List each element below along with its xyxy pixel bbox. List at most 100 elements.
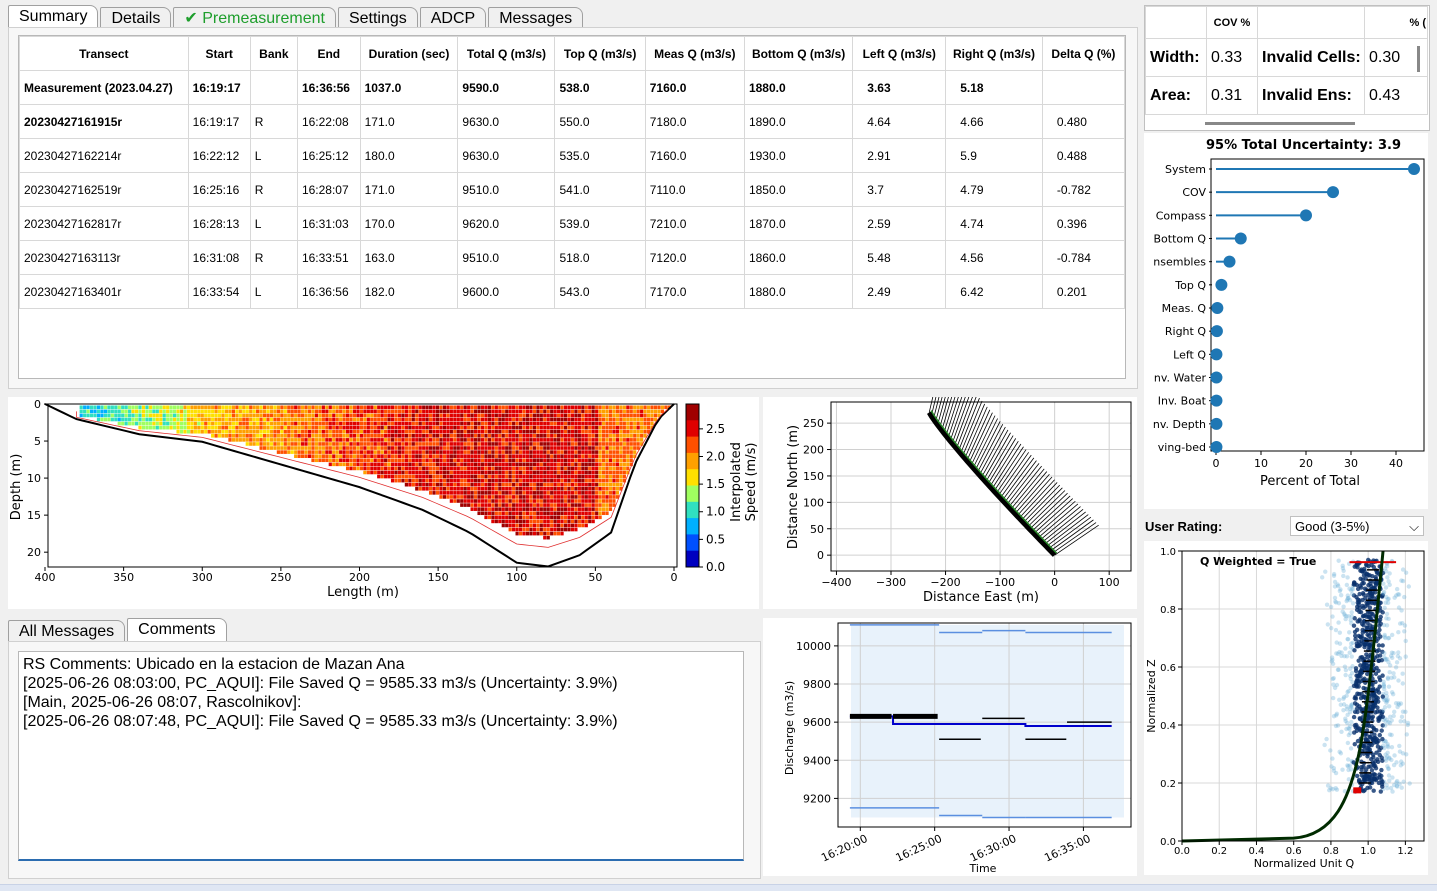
column-header[interactable]: Top Q (m3/s) [554,36,646,71]
speed-cell [470,405,474,410]
speed-cell [89,409,94,414]
column-header[interactable]: Bottom Q (m3/s) [743,36,854,71]
speed-cell [325,454,329,458]
speed-cell [442,409,447,414]
speed-cell [159,405,163,410]
speed-cell [584,515,588,520]
speed-cell [550,409,554,414]
speed-cell [422,438,426,442]
side-lobe-cutoff [76,409,668,548]
scatter-point [1382,655,1387,660]
speed-cell [598,470,602,475]
user-rating-label: User Rating: [1145,519,1223,534]
speed-cell [269,446,274,450]
speed-cell [567,454,571,458]
speed-cell [366,421,370,426]
speed-cell [657,405,661,410]
table-row[interactable]: 20230427162817r 16:28:13 L 16:31:03 170.0 962… [19,206,1125,241]
table-row[interactable]: 20230427161915r 16:19:17 R 16:22:08 171.0 963… [19,104,1125,139]
speed-cell [152,417,156,422]
speed-cell [518,527,523,532]
tab-messages[interactable]: Messages [488,7,584,30]
speed-cell [553,531,557,536]
tab-details[interactable]: Details [100,7,172,30]
speed-cell [605,486,609,491]
speed-cell [491,470,495,475]
tab-all-messages[interactable]: All Messages [8,620,126,643]
y-tick-label: 0.2 [1160,779,1176,790]
scatter-point [1374,649,1380,654]
speed-cell [494,495,498,499]
column-header[interactable]: Left Q (m3/s) [852,36,947,71]
speed-cell [446,450,450,454]
speed-cell [567,491,571,495]
column-header[interactable]: Total Q (m3/s) [457,36,556,71]
speed-cell [480,511,485,516]
speed-cell [467,434,471,438]
scatter-point [1365,654,1370,660]
scatter-point [1333,723,1339,729]
speed-cell [294,409,298,414]
speed-cell [252,434,256,438]
speed-cell [134,413,139,418]
speed-cell [605,450,609,454]
shiptrack-chart: −400 −300 −200 −100 0 100050100150200250Dista… [786,352,1132,605]
speed-cell [553,462,557,467]
speed-cell [342,413,346,418]
velocity-vector [964,406,988,459]
column-header[interactable]: End [296,36,361,71]
table-row[interactable]: 20230427163113r 16:31:08 R 16:33:51 163.0 951… [19,240,1125,275]
user-rating-select[interactable]: Good (3-5%) ⌵ [1290,516,1424,536]
speed-cell [650,413,654,418]
speed-cell [453,442,457,446]
table-row[interactable]: 20230427163401r 16:33:54 L 16:36:56 182.0 960… [19,274,1125,309]
speed-cell [515,527,519,532]
column-header[interactable]: Right Q (m3/s) [945,36,1043,71]
scatter-point [1405,722,1410,728]
speed-cell [560,462,564,467]
user-rating-value: Good (3-5%) [1295,519,1370,534]
scatter-point [1356,680,1362,685]
column-header[interactable]: Delta Q (%) [1041,36,1125,71]
table-row[interactable]: Measurement (2023.04.27) 16:19:17 16:36:56… [19,70,1125,105]
speed-cell [456,438,460,442]
tab-adcp[interactable]: ADCP [419,7,487,30]
speed-cell [384,425,388,430]
speed-cell [646,405,651,410]
column-header[interactable]: Duration (sec) [359,36,459,71]
speed-cell [307,446,312,450]
tab-settings[interactable]: Settings [337,7,418,30]
speed-cell [491,491,495,495]
speed-cell [581,429,585,434]
vertical-scrollbar[interactable] [1417,46,1420,72]
speed-cell [646,425,651,430]
comments-box[interactable]: RS Comments: Ubicado en la estacion de M… [18,651,744,861]
scatter-point [1319,575,1325,580]
tab-summary[interactable]: Summary [8,5,99,30]
x-tick-label: 100 [1099,576,1120,589]
speed-cell [211,417,215,422]
horizontal-scrollbar[interactable] [1205,122,1355,125]
tab-premeasurement[interactable]: ✔ Premeasurement [173,7,336,30]
speed-cell [283,450,287,454]
speed-cell [377,466,381,471]
column-header[interactable]: Start [187,36,251,71]
speed-cell [498,454,502,458]
speed-cell [328,413,332,418]
y-tick-label: 1.0 [1160,547,1176,558]
speed-cell [563,486,568,491]
speed-cell [460,438,464,442]
speed-cell [439,474,443,479]
speed-cell [349,417,353,422]
speed-cell [636,405,640,410]
speed-cell [557,442,561,446]
speed-cell [584,405,588,410]
table-row[interactable]: 20230427162519r 16:25:16 R 16:28:07 171.0 951… [19,172,1125,207]
tab-comments[interactable]: Comments [127,618,227,643]
scatter-point [1397,781,1402,787]
table-row[interactable]: 20230427162214r 16:22:12 L 16:25:12 180.0 963… [19,138,1125,173]
speed-cell [276,442,280,446]
column-header[interactable]: Transect [19,36,189,71]
column-header[interactable]: Meas Q (m3/s) [644,36,745,71]
column-header[interactable]: Bank [249,36,298,71]
